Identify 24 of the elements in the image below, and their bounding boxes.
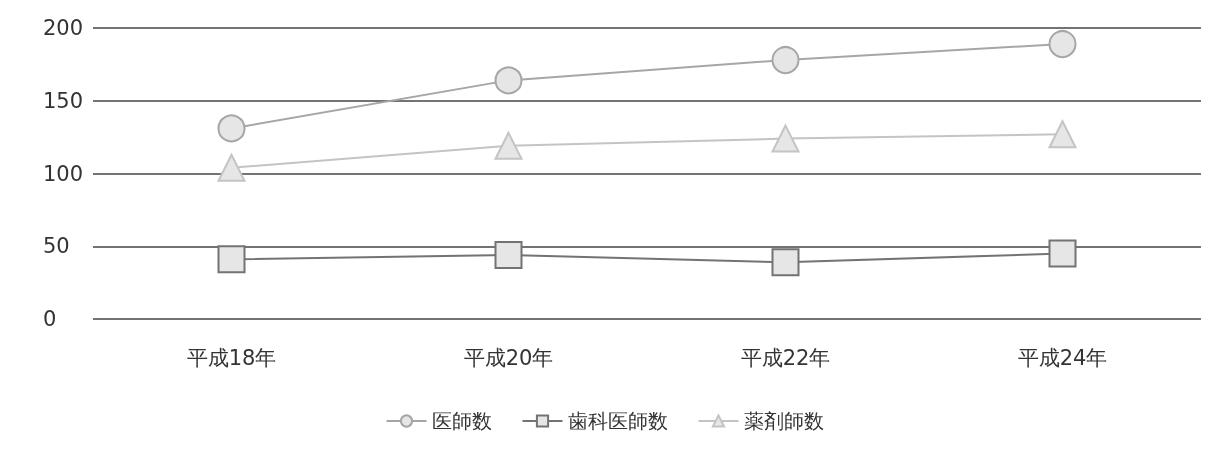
y-tick-label: 0 (43, 307, 57, 331)
x-tick-label: 平成18年 (186, 345, 277, 370)
y-tick-label: 150 (43, 88, 84, 113)
legend-label: 歯科医師数 (567, 409, 668, 433)
x-tick-label: 平成20年 (463, 345, 554, 370)
y-tick-label: 50 (43, 234, 70, 259)
point (494, 240, 523, 269)
point (1048, 120, 1077, 149)
legend-label: 薬剤師数 (743, 409, 824, 433)
point (1048, 30, 1077, 58)
y-tick-label: 100 (43, 161, 84, 186)
point (494, 131, 523, 160)
x-tick-label: 平成24年 (1017, 345, 1108, 370)
point (771, 248, 800, 277)
point (1048, 239, 1077, 268)
point (217, 114, 246, 143)
point (217, 245, 246, 274)
x-tick-label: 平成22年 (740, 345, 831, 370)
point (771, 124, 800, 153)
legend-label: 医師数 (431, 409, 492, 433)
y-tick-label: 200 (43, 16, 84, 40)
point (217, 153, 246, 182)
point (494, 66, 523, 95)
point (771, 46, 800, 74)
